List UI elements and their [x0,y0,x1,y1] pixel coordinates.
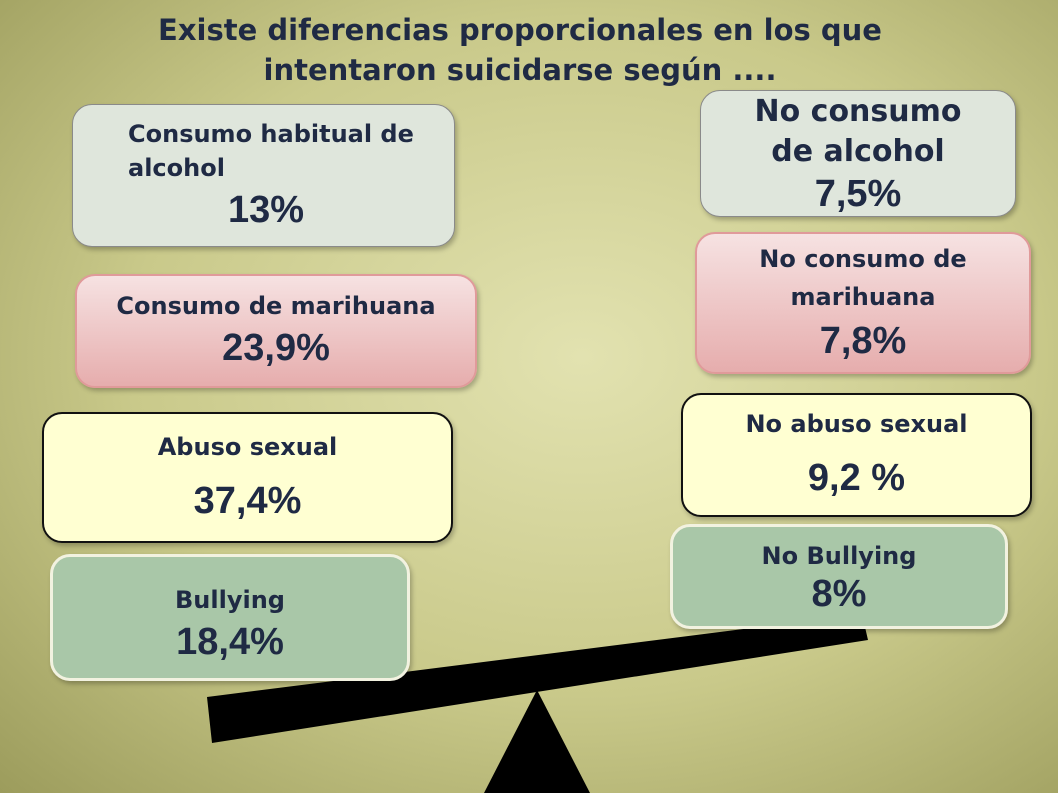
label: No consumo de marihuana [759,245,967,311]
label: No consumo de alcohol [754,93,962,169]
label: Bullying [175,585,285,614]
label: Consumo de marihuana [116,292,436,320]
value: 9,2 % [807,457,906,499]
box: No abuso sexual 9,2 % [681,393,1032,517]
fulcrum [484,690,590,793]
beam [207,614,868,743]
box: No Bullying 8% [670,524,1008,629]
box: Bullying 18,4% [50,554,410,681]
value: 8% [811,572,867,615]
value: 23,9% [222,327,330,369]
value: 37,4% [193,479,302,522]
label: Consumo habitual de alcohol [128,119,414,182]
value: 13% [228,188,305,231]
value: 7,8% [819,320,907,362]
value: 18,4% [176,620,284,663]
box: Consumo de marihuana 23,9% [75,274,477,388]
label: No Bullying [761,541,917,570]
label: No abuso sexual [745,410,968,438]
value: 7,5% [814,172,902,215]
box: No consumo de alcohol 7,5% [700,90,1016,217]
box: Consumo habitual de alcohol 13% [72,104,455,247]
label: Abuso sexual [157,432,338,461]
box: Abuso sexual 37,4% [42,412,453,543]
box: No consumo de marihuana 7,8% [695,232,1031,374]
title: Existe diferencias proporcionales en los… [158,13,882,87]
